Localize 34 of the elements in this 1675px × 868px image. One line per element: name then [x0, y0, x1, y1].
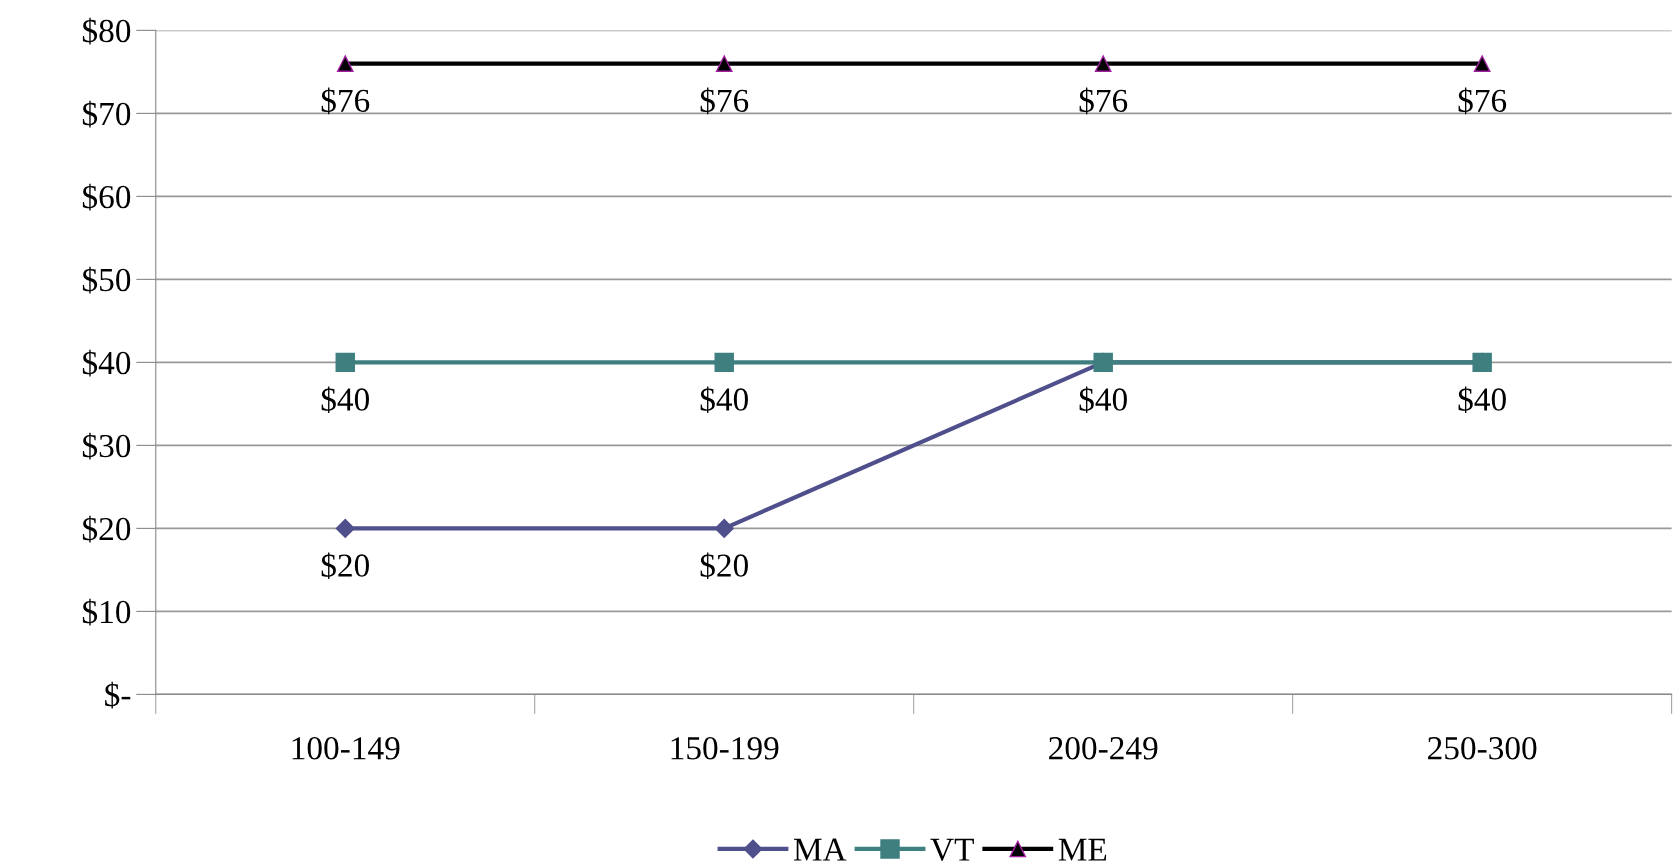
y-tick-label: $30: [82, 432, 131, 460]
y-tick-label: $80: [82, 17, 131, 45]
x-tick-label: 250-300: [1428, 737, 1537, 760]
y-tick-label: $60: [82, 183, 131, 211]
y-tick-label: $50: [82, 266, 131, 294]
point: [1094, 55, 1112, 72]
data-label: $40: [1079, 386, 1127, 414]
x-tick-label: 100-149: [292, 737, 400, 760]
point: [715, 55, 733, 72]
data-label: $76: [321, 87, 370, 115]
data-label: $20: [321, 552, 369, 580]
point: [714, 352, 734, 373]
data-label: $20: [700, 552, 748, 580]
data-label: $76: [1458, 87, 1507, 115]
x-tick-label: 150-199: [671, 737, 779, 760]
point: [336, 55, 354, 72]
data-label: $40: [700, 386, 748, 414]
point: [335, 352, 355, 373]
y-tick-label: $-: [105, 681, 131, 709]
legend-label: ME: [1058, 838, 1107, 861]
legend-label: MA: [793, 838, 847, 861]
point: [335, 518, 355, 538]
y-tick-label: $70: [82, 100, 131, 128]
y-tick-label: $20: [82, 515, 131, 543]
data-label: $40: [321, 386, 369, 414]
y-tick-label: $10: [82, 598, 131, 626]
data-label: $76: [700, 87, 749, 115]
data-label: $40: [1458, 386, 1506, 414]
y-tick-label: $40: [82, 349, 131, 377]
legend-label: VT: [930, 838, 974, 862]
point: [1473, 55, 1491, 72]
data-label: $76: [1079, 87, 1128, 115]
x-tick-label: 200-249: [1049, 737, 1158, 760]
point: [714, 518, 734, 538]
